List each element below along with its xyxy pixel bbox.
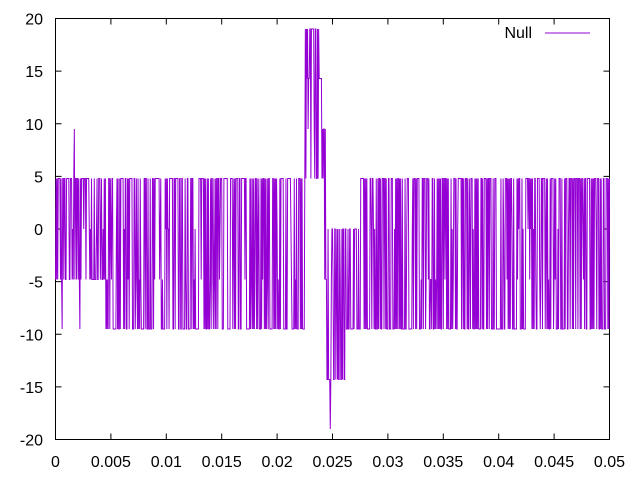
legend-label-null: Null bbox=[504, 25, 532, 42]
y-tick-label: -10 bbox=[20, 327, 43, 344]
y-tick-label: 10 bbox=[25, 117, 43, 134]
x-tick-label: 0 bbox=[51, 454, 60, 471]
y-tick-label: -5 bbox=[29, 275, 43, 292]
x-tick-label: 0.035 bbox=[423, 454, 463, 471]
series-line-null bbox=[55, 28, 610, 429]
x-tick-label: 0.015 bbox=[202, 454, 242, 471]
x-tick-label: 0.01 bbox=[151, 454, 182, 471]
y-tick-label: 20 bbox=[25, 12, 43, 29]
legend: Null bbox=[504, 25, 590, 42]
x-tick-label: 0.03 bbox=[372, 454, 403, 471]
y-tick-label: -20 bbox=[20, 433, 43, 450]
axis-ticks bbox=[55, 18, 610, 440]
y-tick-label: 0 bbox=[34, 222, 43, 239]
x-tick-label: 0.045 bbox=[534, 454, 574, 471]
y-tick-label: 5 bbox=[34, 169, 43, 186]
x-tick-label: 0.005 bbox=[91, 454, 131, 471]
x-tick-label: 0.04 bbox=[483, 454, 514, 471]
x-tick-label: 0.05 bbox=[594, 454, 625, 471]
y-tick-label: 15 bbox=[25, 64, 43, 81]
x-tick-label: 0.025 bbox=[312, 454, 352, 471]
axis-tick-labels: 0 0.005 0.01 0.015 0.02 0.025 0.03 0.035 0.04 0.0… bbox=[20, 12, 625, 472]
x-tick-label: 0.02 bbox=[262, 454, 293, 471]
y-tick-label: -15 bbox=[20, 380, 43, 397]
